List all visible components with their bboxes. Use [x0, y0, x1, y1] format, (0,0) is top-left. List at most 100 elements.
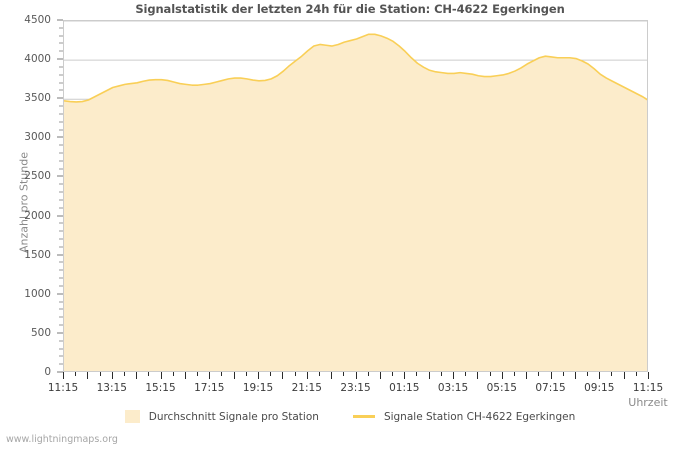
area-swatch-icon — [124, 410, 140, 423]
x-tick-mark-minor — [197, 372, 198, 376]
x-tick-mark-minor — [75, 372, 76, 376]
x-tick-label: 19:15 — [242, 382, 274, 394]
x-tick-mark — [209, 372, 210, 379]
x-tick-mark — [185, 372, 186, 379]
chart-legend: Durchschnitt Signale pro Station Signale… — [0, 410, 700, 423]
x-tick-mark-minor — [100, 372, 101, 376]
x-tick-label: 11:15 — [47, 382, 79, 394]
y-tick-mark-minor — [59, 308, 63, 310]
y-tick-mark-minor — [59, 42, 63, 44]
x-tick-mark — [599, 372, 600, 379]
x-tick-label: 07:15 — [535, 382, 566, 394]
x-tick-mark — [477, 372, 478, 379]
y-tick-mark-minor — [59, 230, 63, 232]
x-tick-label: 05:15 — [486, 382, 517, 394]
x-tick-mark-minor — [270, 372, 271, 376]
x-tick-label: 03:15 — [437, 382, 469, 394]
y-tick-mark — [57, 58, 63, 60]
x-tick-mark — [307, 372, 308, 379]
x-tick-label: 13:15 — [96, 382, 127, 394]
x-tick-mark-minor — [441, 372, 442, 376]
x-tick-mark — [380, 372, 381, 379]
x-tick-mark-minor — [124, 372, 125, 376]
y-tick-mark-minor — [59, 355, 63, 357]
y-tick-mark-minor — [59, 261, 63, 263]
y-tick-label: 1500 — [24, 248, 51, 261]
x-tick-label: 17:15 — [194, 382, 225, 394]
y-tick-mark-minor — [59, 121, 63, 123]
x-tick-mark-minor — [221, 372, 222, 376]
x-tick-mark-minor — [490, 372, 491, 376]
footer-credit: www.lightningmaps.org — [6, 434, 118, 445]
x-tick-label: 11:15 — [632, 382, 664, 394]
y-tick-mark-minor — [59, 144, 63, 146]
y-tick-mark — [57, 332, 63, 334]
x-tick-label: 01:15 — [389, 382, 420, 394]
x-tick-mark-minor — [246, 372, 247, 376]
legend-item-average[interactable]: Durchschnitt Signale pro Station — [124, 410, 319, 423]
y-tick-mark-minor — [59, 301, 63, 303]
y-tick-mark — [57, 215, 63, 217]
y-tick-mark-minor — [59, 285, 63, 287]
y-tick-mark — [57, 254, 63, 256]
x-tick-mark — [87, 372, 88, 379]
x-tick-mark-minor — [319, 372, 320, 376]
y-tick-mark-minor — [59, 191, 63, 193]
x-tick-mark-minor — [563, 372, 564, 376]
y-tick-label: 2500 — [24, 170, 51, 183]
legend-label-station: Signale Station CH-4622 Egerkingen — [383, 410, 576, 423]
x-tick-mark — [575, 372, 576, 379]
x-axis: Uhrzeit 11:15 13:15 15:15 17:15 19:15 21:15 23… — [0, 372, 700, 412]
x-tick-mark — [356, 372, 357, 379]
x-tick-label: 21:15 — [291, 382, 322, 394]
y-tick-mark-minor — [59, 316, 63, 318]
x-tick-mark-minor — [343, 372, 344, 376]
x-tick-mark — [526, 372, 527, 379]
y-tick-mark-minor — [59, 199, 63, 201]
x-tick-mark — [161, 372, 162, 379]
x-tick-mark-minor — [611, 372, 612, 376]
area-series-durchschnitt — [64, 34, 647, 371]
y-axis: Anzahl pro Stunde 0 500 1000 1500 2000 2500 30… — [0, 0, 63, 400]
y-tick-mark-minor — [59, 105, 63, 107]
y-tick-mark-minor — [59, 27, 63, 29]
y-tick-label: 3500 — [24, 92, 51, 105]
x-tick-mark — [429, 372, 430, 379]
x-tick-mark — [112, 372, 113, 379]
x-axis-title: Uhrzeit — [628, 396, 668, 409]
y-tick-mark — [57, 371, 63, 373]
x-tick-mark-minor — [587, 372, 588, 376]
y-tick-mark-minor — [59, 363, 63, 365]
x-tick-mark — [282, 372, 283, 379]
x-tick-label: 23:15 — [340, 382, 371, 394]
x-tick-mark — [136, 372, 137, 379]
x-tick-label: 09:15 — [584, 382, 615, 394]
y-tick-mark-minor — [59, 152, 63, 154]
x-tick-mark — [502, 372, 503, 379]
chart-title: Signalstatistik der letzten 24h für die … — [135, 2, 565, 16]
y-tick-mark-minor — [59, 50, 63, 52]
x-tick-mark — [404, 372, 405, 379]
legend-item-station[interactable]: Signale Station CH-4622 Egerkingen — [352, 410, 576, 423]
y-tick-mark-minor — [59, 324, 63, 326]
x-tick-mark — [63, 372, 64, 379]
y-tick-mark-minor — [59, 269, 63, 271]
x-tick-mark — [234, 372, 235, 379]
x-tick-mark-minor — [295, 372, 296, 376]
y-tick-label: 500 — [30, 326, 51, 339]
y-tick-mark-minor — [59, 348, 63, 350]
y-tick-label: 0 — [44, 366, 51, 378]
x-tick-mark — [624, 372, 625, 379]
y-tick-mark-minor — [59, 113, 63, 115]
y-tick-mark-minor — [59, 207, 63, 209]
x-tick-mark-minor — [416, 372, 417, 376]
y-tick-mark-minor — [59, 89, 63, 91]
x-tick-mark — [453, 372, 454, 379]
line-series-station — [64, 33, 647, 103]
y-tick-mark-minor — [59, 246, 63, 248]
y-tick-mark-minor — [59, 183, 63, 185]
y-tick-mark — [57, 97, 63, 99]
y-tick-label: 3000 — [24, 131, 51, 144]
x-tick-mark-minor — [636, 372, 637, 376]
